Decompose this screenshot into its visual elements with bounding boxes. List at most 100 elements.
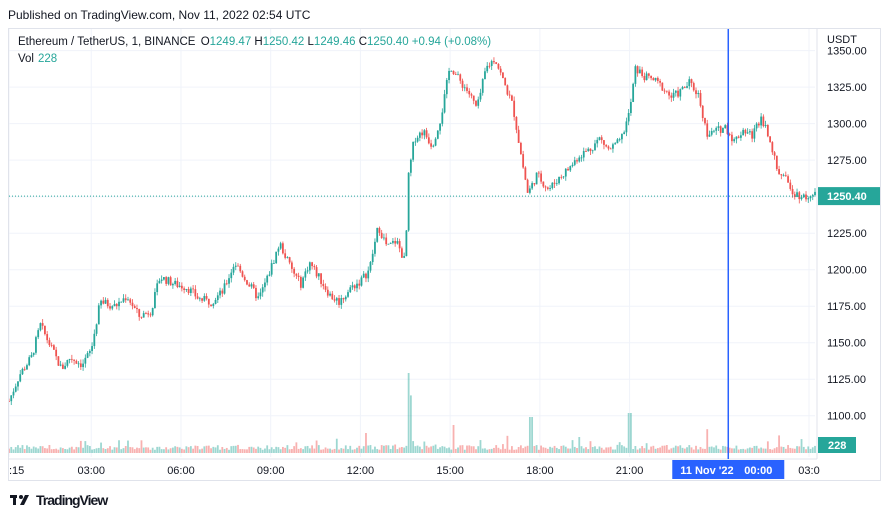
- candle-body: [683, 87, 686, 88]
- volume-bar: [425, 445, 428, 453]
- volume-bar: [670, 448, 673, 453]
- volume-bar: [237, 444, 239, 453]
- volume-bar: [526, 445, 529, 453]
- volume-bar: [266, 445, 269, 453]
- candle-body: [504, 78, 507, 86]
- candle-body: [180, 285, 183, 289]
- candle-body: [414, 141, 417, 143]
- candle-body: [632, 83, 635, 103]
- volume-bar: [504, 448, 507, 453]
- volume-bar: [124, 446, 127, 453]
- candle-body: [609, 148, 612, 150]
- candle-body: [809, 196, 812, 199]
- candle-body: [490, 61, 493, 66]
- candle-body: [282, 243, 284, 254]
- volume-bar: [131, 447, 134, 453]
- candle-body: [654, 77, 657, 81]
- volume-bar: [699, 446, 702, 453]
- volume-bar: [342, 448, 345, 453]
- volume-bar: [621, 445, 623, 453]
- volume-bar: [775, 447, 778, 453]
- volume-bar: [306, 445, 309, 453]
- candle-body: [50, 345, 53, 346]
- volume-bar: [726, 446, 729, 453]
- candle-body: [317, 273, 320, 277]
- volume-bar: [154, 449, 156, 453]
- volume-bar: [77, 447, 80, 453]
- candle-body: [68, 358, 71, 361]
- candle-body: [562, 176, 565, 178]
- volume-bar: [255, 448, 257, 453]
- volume-bar: [454, 448, 457, 453]
- volume-bar: [360, 448, 363, 453]
- volume-bar: [560, 445, 563, 453]
- candle-body: [326, 289, 329, 296]
- x-tick-label: 12:00: [347, 465, 375, 477]
- candle-body: [163, 277, 165, 280]
- volume-bar: [701, 448, 704, 453]
- volume-bar: [502, 444, 504, 453]
- candle-body: [724, 125, 727, 128]
- candle-body: [239, 265, 242, 272]
- candle-body: [585, 151, 587, 152]
- volume-bar: [331, 449, 334, 453]
- candle-body: [782, 175, 785, 177]
- volume-bar: [546, 448, 549, 453]
- footer[interactable]: TradingView: [10, 492, 108, 508]
- candle-body: [412, 141, 415, 160]
- candle-body: [297, 275, 300, 277]
- volume-bar: [519, 445, 522, 453]
- candle-body: [315, 267, 318, 277]
- candle-body: [688, 79, 691, 87]
- volume-bar: [555, 447, 558, 453]
- volume-bar: [643, 448, 646, 453]
- candle-body: [383, 237, 385, 239]
- candle-body: [333, 299, 336, 301]
- candle-body: [64, 365, 67, 369]
- y-tick-label: 1225.00: [827, 228, 867, 240]
- candle-body: [198, 298, 201, 300]
- volume-bar: [567, 448, 569, 453]
- volume-bar: [221, 447, 224, 453]
- volume-bar: [48, 444, 51, 453]
- volume-bar: [250, 446, 253, 453]
- volume-bar: [439, 447, 441, 453]
- published-caption: Published on TradingView.com, Nov 11, 20…: [8, 8, 311, 22]
- candle-body: [598, 137, 601, 140]
- candle-body: [551, 182, 554, 189]
- volume-bar: [102, 448, 105, 453]
- volume-bar: [239, 449, 242, 453]
- volume-bar: [205, 445, 208, 453]
- candle-body: [452, 70, 455, 75]
- volume-bar: [789, 447, 792, 453]
- volume-bar: [784, 448, 787, 453]
- volume-bar: [95, 448, 98, 453]
- volume-bar: [434, 444, 437, 453]
- candle-body: [48, 340, 51, 346]
- candle-body: [106, 299, 109, 307]
- volume-bar: [418, 446, 421, 453]
- volume-bar: [679, 445, 682, 453]
- volume-bar: [252, 447, 255, 453]
- volume-bar: [79, 440, 82, 453]
- volume-bar: [674, 445, 677, 453]
- candle-body: [526, 179, 529, 193]
- candle-body: [232, 266, 235, 273]
- candle-body: [576, 160, 578, 162]
- candle-body: [762, 116, 765, 127]
- volume-bar: [39, 446, 42, 453]
- price-chart[interactable]: USDT 1100.00 1125.00 1150.00 1175.00 1200.00 1…: [9, 29, 881, 481]
- volume-bar: [686, 447, 688, 453]
- candle-body: [266, 275, 269, 283]
- volume-bar: [605, 447, 608, 453]
- candle-body: [457, 74, 459, 76]
- volume-bar: [225, 447, 228, 453]
- volume-bar: [243, 449, 246, 453]
- candle-body: [715, 127, 718, 131]
- volume-bar: [353, 449, 356, 453]
- volume-bar: [248, 446, 251, 453]
- volume-bar: [463, 449, 466, 453]
- candle-body: [156, 283, 159, 293]
- candle-body: [75, 360, 78, 364]
- volume-bar: [773, 448, 776, 453]
